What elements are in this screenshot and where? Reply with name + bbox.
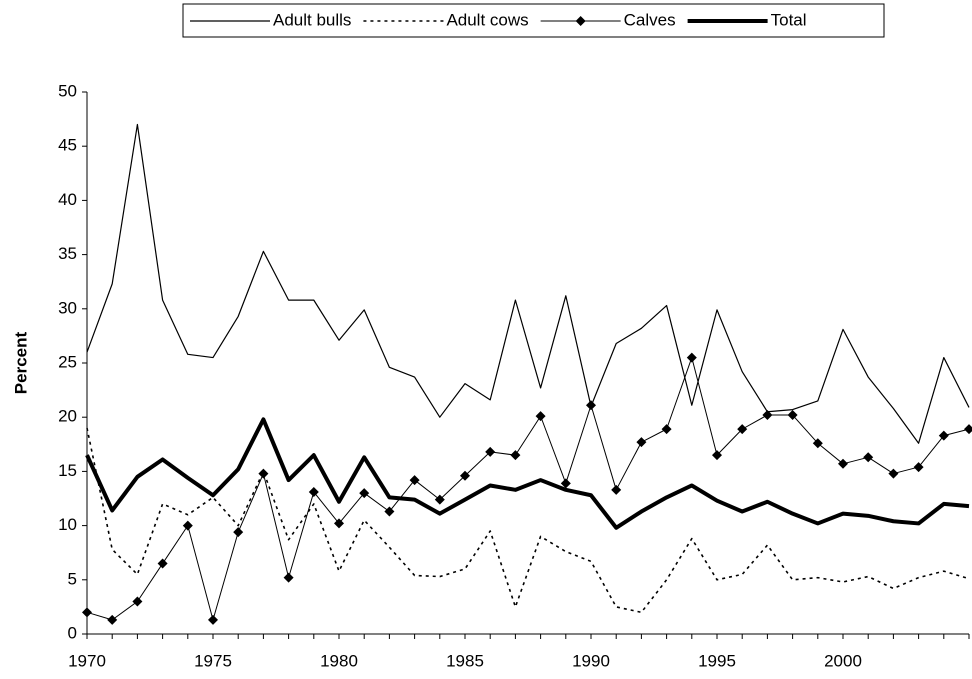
series-line — [86, 123, 970, 444]
x-tick-label: 1975 — [194, 651, 232, 670]
data-point — [762, 410, 773, 421]
data-point — [686, 352, 697, 363]
data-point — [283, 572, 294, 583]
legend-label: Calves — [624, 10, 676, 29]
data-point — [434, 494, 445, 505]
series-line — [86, 357, 970, 621]
data-point — [359, 488, 370, 499]
y-tick-label: 45 — [58, 136, 77, 155]
x-tick-label: 1980 — [320, 651, 358, 670]
y-axis-label: Percent — [11, 331, 30, 394]
y-tick-label: 50 — [58, 81, 77, 100]
legend-label: Adult bulls — [273, 10, 351, 29]
data-point — [964, 424, 972, 435]
legend-label: Total — [771, 10, 807, 29]
data-point — [409, 475, 420, 486]
data-point — [384, 506, 395, 517]
data-point — [560, 478, 571, 489]
data-point — [611, 484, 622, 495]
y-tick-label: 25 — [58, 352, 77, 371]
y-tick-label: 30 — [58, 298, 77, 317]
y-tick-label: 0 — [68, 623, 77, 642]
data-point — [182, 520, 193, 531]
legend-label: Adult cows — [446, 10, 528, 29]
data-point — [485, 446, 496, 457]
x-tick-label: 2000 — [824, 651, 862, 670]
legend-marker — [575, 16, 586, 26]
data-point — [82, 607, 92, 618]
x-tick-label: 1970 — [68, 651, 106, 670]
data-point — [308, 486, 319, 497]
data-point — [586, 400, 596, 411]
data-point — [888, 468, 899, 479]
y-tick-label: 35 — [58, 244, 77, 263]
data-point — [334, 518, 344, 529]
data-point — [913, 462, 924, 473]
data-point — [258, 468, 269, 479]
y-tick-label: 15 — [58, 461, 77, 480]
data-point — [460, 470, 470, 481]
x-tick-label: 1985 — [446, 651, 484, 670]
data-point — [636, 437, 647, 448]
data-point — [712, 450, 722, 461]
data-point — [510, 450, 521, 461]
data-point — [938, 430, 949, 441]
x-tick-label: 1995 — [698, 651, 736, 670]
data-point — [208, 614, 218, 625]
data-point — [737, 424, 748, 435]
y-tick-label: 40 — [58, 190, 77, 209]
x-tick-label: 1990 — [572, 651, 610, 670]
series-line — [85, 417, 970, 530]
data-point — [535, 411, 546, 422]
data-point — [863, 452, 874, 463]
data-point — [233, 527, 244, 538]
series-line — [86, 427, 970, 614]
y-tick-label: 10 — [58, 515, 77, 534]
y-tick-label: 5 — [68, 569, 77, 588]
data-point — [107, 614, 118, 625]
data-point — [812, 438, 823, 449]
data-point — [838, 458, 848, 469]
data-point — [661, 424, 672, 435]
data-point — [157, 558, 168, 569]
y-tick-label: 20 — [58, 407, 77, 426]
data-point — [132, 596, 143, 607]
data-point — [787, 410, 798, 421]
